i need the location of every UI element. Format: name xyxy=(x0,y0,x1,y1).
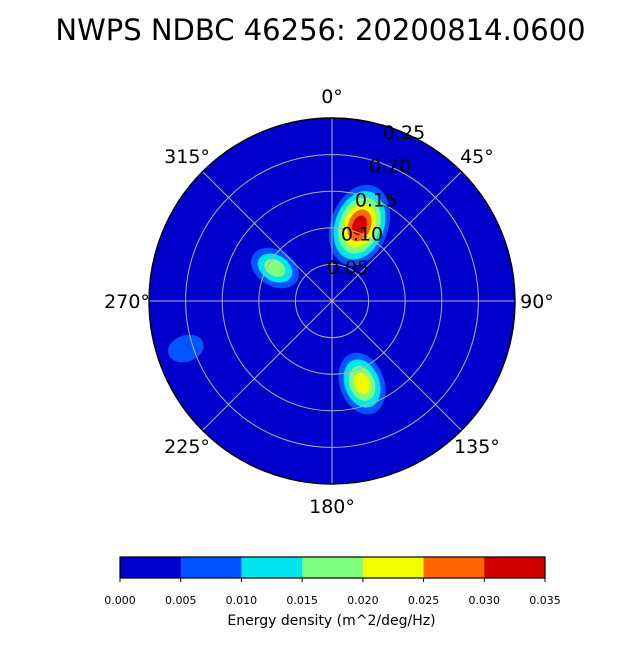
angle-label-7: 315° xyxy=(164,146,210,168)
contour-peak-1-level-3 xyxy=(264,259,286,278)
colorbar-segment-3 xyxy=(302,557,364,578)
colorbar xyxy=(119,556,546,582)
angle-labels: 0° 45° 90° 135° 180° 225° 270° 315° xyxy=(104,86,554,518)
radial-label-1: 0.10 xyxy=(341,223,383,245)
radial-label-3: 0.20 xyxy=(369,156,411,178)
radial-label-0: 0.05 xyxy=(327,257,369,279)
colorbar-tick-label-6: 0.030 xyxy=(469,594,501,607)
angle-label-1: 45° xyxy=(460,146,494,168)
polar-frame xyxy=(148,117,516,485)
colorbar-tick-label-2: 0.010 xyxy=(226,594,258,607)
colorbar-segment-0 xyxy=(120,557,182,578)
chart-title: NWPS NDBC 46256: 20200814.0600 xyxy=(55,13,586,47)
angle-label-6: 270° xyxy=(104,291,150,313)
colorbar-label: Energy density (m^2/deg/Hz) xyxy=(227,613,436,629)
colorbar-tick-label-7: 0.035 xyxy=(529,594,561,607)
colorbar-tick-label-3: 0.015 xyxy=(286,594,318,607)
colorbar-segment-1 xyxy=(180,557,242,578)
grid-spoke-3 xyxy=(331,300,462,431)
contour-peak-0-level-6 xyxy=(352,215,367,236)
angle-label-4: 180° xyxy=(309,496,355,518)
colorbar-tick-label-1: 0.005 xyxy=(165,594,197,607)
contour-peak-2-level-4 xyxy=(353,372,371,395)
colorbar-tick-labels: 0.000 0.005 0.010 0.015 0.020 0.025 0.030 0.035 xyxy=(104,594,561,607)
colorbar-tick-label-5: 0.025 xyxy=(408,594,440,607)
colorbar-segment-6 xyxy=(484,557,546,578)
grid-spoke-5 xyxy=(202,300,333,431)
colorbar-segment-4 xyxy=(362,557,425,578)
angle-label-2: 90° xyxy=(520,291,554,313)
grid-spoke-1 xyxy=(331,171,462,302)
angle-label-3: 135° xyxy=(454,436,500,458)
colorbar-segment-5 xyxy=(423,557,485,578)
contour-peak-3-level-1 xyxy=(167,334,204,363)
colorbar-segment-2 xyxy=(241,557,303,578)
colorbar-tick-label-0: 0.000 xyxy=(104,594,136,607)
radial-label-2: 0.15 xyxy=(355,190,397,212)
polar-grid xyxy=(148,117,516,485)
radial-label-4: 0.25 xyxy=(383,122,425,144)
angle-label-5: 225° xyxy=(164,436,210,458)
grid-spoke-7 xyxy=(202,171,333,302)
angle-label-0: 0° xyxy=(321,86,343,108)
colorbar-frame xyxy=(119,556,546,579)
colorbar-tick-label-4: 0.020 xyxy=(347,594,379,607)
radial-labels: 0.05 0.10 0.15 0.20 0.25 xyxy=(327,122,425,279)
